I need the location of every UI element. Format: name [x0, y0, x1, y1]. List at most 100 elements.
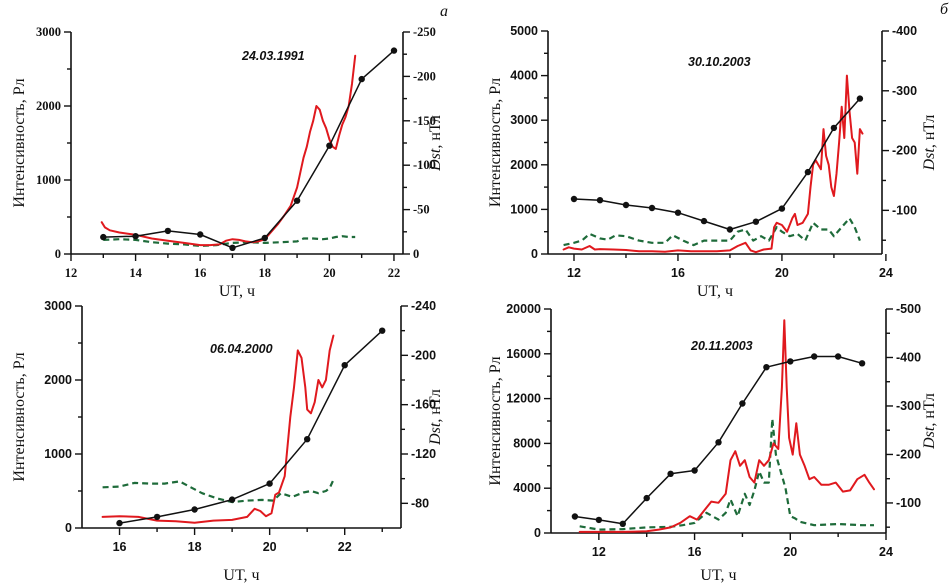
series-dst-black [573, 97, 861, 231]
panel-letter: б [940, 1, 949, 18]
chart-panel-c: 0 1000 2000 3000 -80 -120 -160 -200 -240 16 18 20 22… [11, 299, 444, 584]
x-axis-title: UT, ч [700, 567, 736, 584]
y2-axis-title-units: , нТл [427, 115, 444, 149]
y2-tick-label: -200 [892, 144, 917, 158]
dst-point [648, 204, 656, 212]
dst-point [667, 470, 674, 477]
y-tick-label: 0 [531, 247, 538, 261]
dst-point [164, 227, 172, 235]
series-green-dashed [103, 235, 356, 247]
y2-axis-title-units: , нТл [921, 393, 938, 427]
y-tick-label: 3000 [510, 113, 538, 127]
y2-tick-label: -400 [896, 350, 921, 364]
y2-tick-label: -150 [413, 114, 436, 128]
dst-point [830, 124, 838, 132]
series-dst-black [118, 329, 383, 524]
series-green-dashed [563, 217, 861, 247]
dst-point [341, 362, 348, 369]
x-tick-label: 14 [129, 266, 142, 280]
dst-point [197, 231, 204, 238]
x-tick-label: 16 [688, 545, 702, 559]
dst-point [266, 480, 273, 487]
chart-panel-d: 0 4000 8000 12000 16000 20000 -100 -200 -300 -400… [487, 302, 938, 584]
y2-tick-label: -300 [896, 399, 921, 413]
dst-point [261, 234, 268, 242]
x-axis-title: UT, ч [697, 283, 733, 300]
x-tick-label: 12 [592, 545, 606, 559]
y2-tick-label: -160 [411, 398, 436, 412]
y-tick-label: 1000 [36, 173, 61, 187]
chart-date-title: 24.03.1991 [241, 49, 305, 63]
x-tick-label: 20 [783, 545, 797, 559]
dst-point [228, 496, 236, 503]
series-intensity-red [100, 54, 357, 247]
y2-tick-label: -200 [411, 348, 436, 362]
y2-tick-label: -250 [413, 25, 436, 39]
y-tick-label: 1000 [510, 202, 538, 216]
y2-axis-title-dst: Dst [427, 422, 444, 446]
dst-point [811, 353, 818, 360]
y-tick-label: 1000 [44, 447, 72, 461]
dst-point [834, 353, 842, 360]
chart-date-title: 20.11.2003 [690, 339, 753, 353]
series-intensity-red [578, 319, 875, 533]
y2-tick-label: -80 [411, 496, 429, 510]
dst-point [763, 364, 770, 371]
dst-point [595, 516, 603, 524]
y2-tick-label: 0 [413, 247, 419, 261]
dst-point [191, 506, 198, 513]
dst-point [674, 209, 682, 216]
dst-point [358, 75, 365, 83]
x-tick-label: 20 [263, 540, 277, 554]
x-tick-label: 12 [567, 266, 581, 280]
x-tick-label: 22 [388, 266, 401, 280]
y-tick-label: 4000 [510, 69, 538, 83]
y2-tick-label: -50 [413, 203, 430, 217]
dst-point [596, 197, 604, 204]
y2-axis-title-units: , нТл [427, 389, 444, 423]
x-axis-title: UT, ч [223, 567, 259, 584]
y2-tick-label: -200 [413, 69, 436, 83]
y2-axis-title: Dst, нТл [921, 393, 938, 450]
dst-point [100, 233, 107, 241]
x-tick-label: 18 [259, 266, 272, 280]
y-tick-label: 2000 [36, 99, 61, 113]
dst-point [304, 436, 311, 443]
dst-point [787, 358, 794, 365]
x-tick-label: 20 [775, 266, 789, 280]
y2-tick-label: -300 [892, 84, 917, 98]
y-tick-label: 3000 [44, 299, 72, 313]
dst-point [293, 197, 301, 204]
x-tick-label: 20 [323, 266, 336, 280]
dst-point [804, 168, 812, 176]
y2-tick-label: -100 [892, 203, 917, 217]
dst-point [116, 519, 123, 527]
dst-point [726, 226, 734, 233]
dst-point [132, 233, 139, 240]
x-tick-label: 22 [338, 540, 352, 554]
y2-axis-title-dst: Dst [921, 148, 938, 172]
y-tick-label: 5000 [510, 24, 538, 38]
dst-point [858, 360, 866, 367]
dst-point [570, 195, 578, 203]
dst-point [715, 439, 722, 446]
chart-date-title: 30.10.2003 [688, 55, 751, 69]
y2-axis-title-dst: Dst [921, 426, 938, 450]
series-dst-black [102, 49, 395, 249]
x-tick-label: 16 [671, 266, 685, 280]
y2-axis-title: Dst, нТл [427, 115, 444, 172]
y2-tick-label: -120 [411, 447, 436, 461]
series-intensity-red [562, 74, 864, 254]
series-green-dashed [579, 417, 874, 531]
dst-point [643, 494, 650, 502]
dst-point [778, 205, 786, 212]
y-tick-label: 3000 [36, 25, 61, 39]
dst-point [739, 400, 746, 407]
dst-point [153, 513, 161, 521]
dst-point [229, 244, 236, 251]
y2-tick-label: -100 [896, 496, 921, 510]
x-tick-label: 24 [879, 545, 893, 559]
y-tick-label: 0 [534, 526, 541, 540]
dst-point [390, 47, 398, 54]
